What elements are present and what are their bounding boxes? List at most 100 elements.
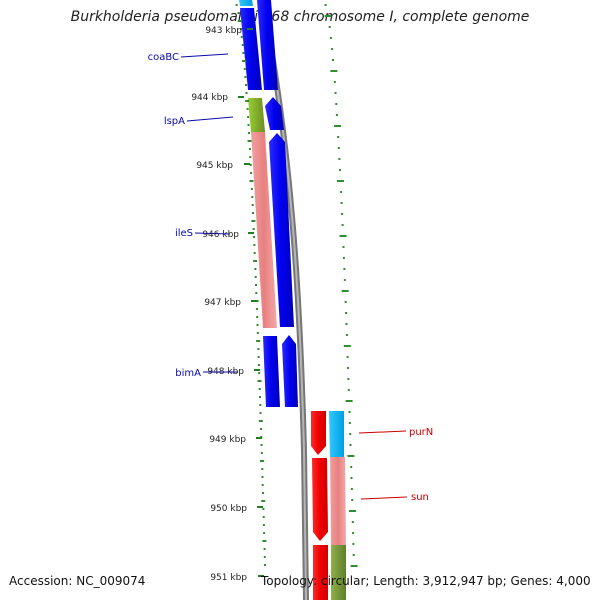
gene-block-blue-1 bbox=[257, 0, 278, 90]
gc-dot bbox=[262, 524, 265, 526]
gc-dot bbox=[237, 20, 242, 22]
gc-dot bbox=[256, 332, 259, 334]
gc-dot bbox=[334, 92, 337, 94]
gc-dot bbox=[263, 548, 266, 550]
gc-dot bbox=[345, 312, 348, 314]
gene-labels-left: coaBC lspA ileS bimA bbox=[148, 52, 238, 379]
gc-dot bbox=[339, 169, 341, 171]
gc-dot bbox=[332, 59, 334, 61]
accession-line: Accession: NC_009074 bbox=[9, 574, 146, 588]
gc-dot bbox=[251, 204, 254, 206]
gc-dot bbox=[337, 136, 340, 138]
gc-dot bbox=[260, 460, 264, 462]
gc-dot bbox=[346, 356, 349, 358]
gc-dot bbox=[254, 276, 257, 278]
gc-dot bbox=[256, 316, 259, 318]
gc-dot bbox=[350, 466, 353, 468]
gc-dot bbox=[237, 12, 240, 14]
gc-dot bbox=[345, 400, 353, 402]
gene-block-sun bbox=[330, 457, 346, 545]
gc-dot bbox=[252, 228, 255, 230]
gc-dot bbox=[342, 257, 345, 259]
gc-dot bbox=[247, 140, 252, 142]
gc-dot bbox=[245, 100, 250, 102]
gene-label-sun[interactable]: sun bbox=[411, 492, 429, 503]
gc-dot bbox=[256, 324, 259, 326]
gc-dot bbox=[350, 565, 358, 567]
gc-dot bbox=[349, 444, 352, 446]
gc-dot bbox=[245, 84, 247, 86]
gc-dot bbox=[340, 202, 343, 204]
gc-dot bbox=[240, 36, 243, 38]
gc-dot bbox=[259, 404, 262, 406]
gene-label-coabc[interactable]: coaBC bbox=[148, 52, 179, 63]
gc-dot-track-left bbox=[235, 4, 267, 566]
leader-line bbox=[186, 116, 234, 122]
gene-block-blue-3 bbox=[269, 133, 294, 327]
gc-dot bbox=[349, 433, 352, 435]
gc-dot bbox=[247, 116, 250, 118]
gc-dot bbox=[351, 499, 354, 501]
gc-dot bbox=[259, 412, 262, 414]
gc-dot bbox=[328, 26, 331, 28]
gc-dot bbox=[259, 396, 261, 398]
gc-dot bbox=[352, 554, 355, 556]
gc-dot bbox=[263, 556, 266, 558]
gc-dot bbox=[250, 188, 253, 190]
gc-dot bbox=[324, 15, 332, 17]
gc-dot bbox=[242, 52, 245, 54]
gc-dot bbox=[244, 76, 247, 78]
gc-dot bbox=[256, 340, 261, 342]
gene-block-blue-2 bbox=[265, 97, 284, 130]
gene-label-bima[interactable]: bimA bbox=[175, 368, 201, 379]
gc-dot bbox=[247, 124, 250, 126]
gc-dot bbox=[335, 114, 338, 116]
gc-dot bbox=[343, 345, 351, 347]
gc-dot bbox=[258, 420, 263, 422]
gc-dot bbox=[341, 290, 349, 292]
gene-block-red-3 bbox=[313, 545, 328, 600]
gc-dot bbox=[339, 235, 347, 237]
gc-dot bbox=[257, 364, 260, 366]
gc-dot bbox=[329, 37, 332, 39]
gc-dot bbox=[352, 543, 355, 545]
gc-dot bbox=[257, 380, 262, 382]
gc-dot bbox=[253, 236, 256, 238]
gc-dot bbox=[335, 103, 338, 105]
gene-block-blue-4 bbox=[282, 335, 298, 407]
gc-dot bbox=[337, 147, 340, 149]
gc-dot bbox=[344, 301, 347, 303]
gene-label-lspa[interactable]: lspA bbox=[164, 116, 185, 127]
gc-dot bbox=[260, 428, 262, 430]
gene-label-iles[interactable]: ileS bbox=[175, 228, 193, 239]
gc-dot bbox=[253, 252, 256, 254]
gene-block-ilev-pink bbox=[251, 132, 277, 328]
gc-dot bbox=[262, 516, 265, 518]
gene-block-bima bbox=[263, 336, 280, 407]
tick-label: 950 kbp bbox=[210, 504, 247, 514]
gc-dot bbox=[241, 44, 244, 46]
gc-dot bbox=[245, 92, 248, 94]
gc-dot bbox=[253, 260, 258, 262]
gc-dot bbox=[338, 158, 341, 160]
gene-block-coabc bbox=[240, 8, 262, 90]
gc-dot bbox=[258, 388, 261, 390]
gc-dot bbox=[246, 108, 249, 110]
gc-dot bbox=[349, 510, 356, 512]
gc-dot bbox=[347, 389, 350, 391]
gc-dot bbox=[252, 212, 254, 214]
gc-dot bbox=[324, 4, 327, 6]
gc-dot bbox=[350, 488, 353, 490]
gc-dot bbox=[350, 477, 353, 479]
leader-line bbox=[358, 430, 407, 434]
gc-dot bbox=[261, 500, 266, 502]
gene-label-purn[interactable]: purN bbox=[409, 427, 433, 438]
gc-dot bbox=[263, 532, 266, 534]
tick-label: 945 kbp bbox=[196, 161, 233, 171]
gc-dot bbox=[243, 68, 246, 70]
tick-label: 947 kbp bbox=[204, 298, 241, 308]
gc-dot bbox=[261, 468, 264, 470]
gene-labels-right: purN sun bbox=[358, 427, 433, 503]
gc-dot bbox=[248, 148, 251, 150]
